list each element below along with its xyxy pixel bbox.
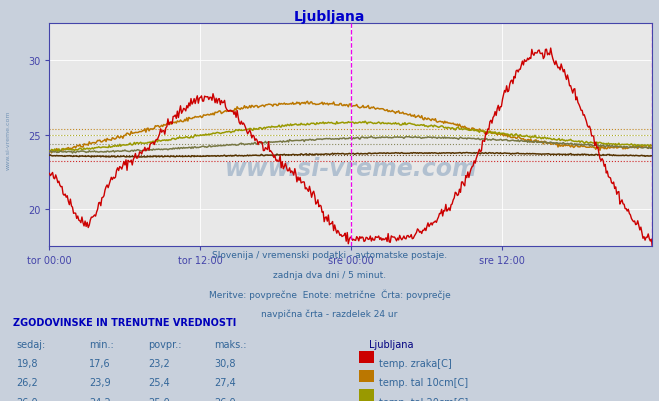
Text: 24,2: 24,2 [89, 397, 111, 401]
Text: ZGODOVINSKE IN TRENUTNE VREDNOSTI: ZGODOVINSKE IN TRENUTNE VREDNOSTI [13, 317, 237, 327]
Text: maks.:: maks.: [214, 339, 246, 349]
Text: Ljubljana: Ljubljana [294, 10, 365, 24]
Text: Ljubljana: Ljubljana [369, 339, 414, 349]
Text: 19,8: 19,8 [16, 358, 38, 368]
Text: 27,4: 27,4 [214, 377, 236, 387]
Text: 17,6: 17,6 [89, 358, 111, 368]
Text: zadnja dva dni / 5 minut.: zadnja dva dni / 5 minut. [273, 270, 386, 279]
Text: sedaj:: sedaj: [16, 339, 45, 349]
Text: 30,8: 30,8 [214, 358, 236, 368]
Text: min.:: min.: [89, 339, 114, 349]
Text: navpična črta - razdelek 24 ur: navpična črta - razdelek 24 ur [262, 308, 397, 318]
Text: 26,0: 26,0 [16, 397, 38, 401]
Text: Meritve: povprečne  Enote: metrične  Črta: povprečje: Meritve: povprečne Enote: metrične Črta:… [209, 289, 450, 300]
Text: povpr.:: povpr.: [148, 339, 182, 349]
Text: 23,2: 23,2 [148, 358, 170, 368]
Text: Slovenija / vremenski podatki - avtomatske postaje.: Slovenija / vremenski podatki - avtomats… [212, 251, 447, 259]
Text: temp. zraka[C]: temp. zraka[C] [379, 358, 451, 368]
Text: temp. tal 10cm[C]: temp. tal 10cm[C] [379, 377, 468, 387]
Text: 26,0: 26,0 [214, 397, 236, 401]
Text: 25,4: 25,4 [148, 377, 170, 387]
Text: 25,0: 25,0 [148, 397, 170, 401]
Text: www.si-vreme.com: www.si-vreme.com [225, 157, 477, 181]
Text: www.si-vreme.com: www.si-vreme.com [5, 111, 11, 170]
Text: temp. tal 20cm[C]: temp. tal 20cm[C] [379, 397, 468, 401]
Text: 23,9: 23,9 [89, 377, 111, 387]
Text: 26,2: 26,2 [16, 377, 38, 387]
